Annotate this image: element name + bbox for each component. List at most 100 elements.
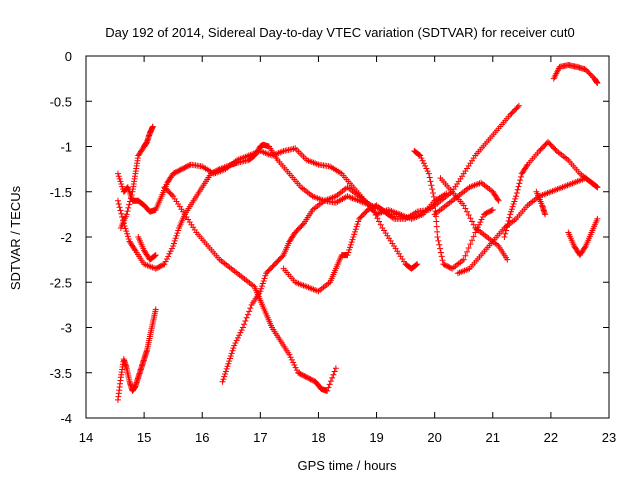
data-point bbox=[293, 367, 300, 374]
data-point bbox=[511, 198, 518, 205]
data-point bbox=[423, 165, 430, 172]
series-arc15 bbox=[135, 234, 159, 263]
data-point bbox=[515, 183, 522, 190]
x-tick-labels: 14 15 16 17 18 19 20 21 22 23 bbox=[79, 430, 616, 445]
data-point bbox=[331, 368, 338, 375]
data-point bbox=[371, 208, 378, 215]
data-point bbox=[430, 190, 437, 197]
data-point bbox=[170, 243, 177, 250]
data-point bbox=[126, 201, 133, 208]
data-point bbox=[123, 228, 130, 235]
data-point bbox=[422, 162, 429, 169]
data-point bbox=[416, 151, 423, 158]
data-point bbox=[348, 239, 355, 246]
x-tick-label: 14 bbox=[79, 430, 93, 445]
data-point bbox=[344, 252, 351, 259]
data-point bbox=[439, 257, 446, 264]
data-point bbox=[128, 191, 135, 198]
data-point bbox=[118, 180, 125, 187]
data-point bbox=[127, 195, 134, 202]
data-point bbox=[231, 342, 238, 349]
data-point bbox=[118, 210, 125, 217]
series-arc14 bbox=[117, 123, 156, 231]
series-arc16 bbox=[114, 306, 159, 403]
data-point bbox=[478, 216, 485, 223]
data-point bbox=[436, 241, 443, 248]
series-arc9 bbox=[454, 175, 601, 277]
data-point bbox=[172, 235, 179, 242]
data-point bbox=[170, 240, 177, 247]
data-point bbox=[261, 275, 268, 282]
data-point bbox=[299, 221, 306, 228]
data-point bbox=[222, 368, 229, 375]
data-point bbox=[326, 381, 333, 388]
data-point bbox=[430, 193, 437, 200]
data-point bbox=[123, 211, 130, 218]
x-tick-label: 16 bbox=[195, 430, 209, 445]
data-point bbox=[325, 384, 332, 391]
data-point bbox=[396, 211, 403, 218]
axis-ticks bbox=[85, 55, 610, 419]
series-arc7 bbox=[437, 175, 511, 263]
series-arc10 bbox=[501, 138, 601, 240]
series-arc5 bbox=[280, 202, 403, 295]
data-point bbox=[489, 206, 496, 213]
data-point bbox=[438, 253, 445, 260]
data-point bbox=[372, 202, 379, 209]
data-point bbox=[330, 371, 337, 378]
data-point bbox=[434, 228, 441, 235]
x-tick-label: 20 bbox=[427, 430, 441, 445]
data-point bbox=[494, 196, 501, 203]
data-point bbox=[552, 146, 559, 153]
data-point bbox=[230, 345, 237, 352]
data-point bbox=[434, 234, 441, 240]
data-point bbox=[347, 241, 354, 248]
y-tick-label: -4 bbox=[60, 411, 72, 426]
data-point bbox=[413, 261, 420, 268]
data-point bbox=[166, 250, 173, 257]
data-point bbox=[246, 308, 253, 315]
data-point bbox=[291, 361, 298, 368]
data-point bbox=[352, 226, 359, 233]
data-point bbox=[227, 352, 234, 359]
data-point bbox=[424, 168, 431, 175]
data-point bbox=[243, 314, 250, 321]
data-point bbox=[507, 211, 514, 218]
data-point bbox=[429, 186, 436, 193]
data-point bbox=[462, 252, 469, 259]
data-marks bbox=[114, 62, 601, 403]
data-point bbox=[242, 318, 249, 325]
data-point bbox=[374, 215, 381, 222]
x-tick-label: 21 bbox=[486, 430, 500, 445]
data-point bbox=[124, 233, 131, 240]
series-arc8 bbox=[431, 179, 502, 218]
data-point bbox=[149, 123, 156, 130]
data-point bbox=[126, 198, 133, 205]
data-point bbox=[131, 246, 138, 253]
x-tick-label: 15 bbox=[137, 430, 151, 445]
data-point bbox=[513, 190, 520, 197]
data-point bbox=[470, 233, 477, 240]
data-point bbox=[224, 363, 231, 370]
data-point bbox=[503, 224, 510, 231]
data-point bbox=[351, 228, 358, 235]
data-point bbox=[460, 202, 467, 209]
data-point bbox=[594, 215, 601, 222]
data-point bbox=[115, 201, 122, 208]
data-point bbox=[324, 387, 331, 394]
data-point bbox=[124, 230, 131, 237]
data-point bbox=[244, 311, 251, 318]
data-point bbox=[238, 327, 245, 334]
series-arc12 bbox=[565, 215, 601, 259]
data-point bbox=[477, 219, 484, 226]
data-point bbox=[465, 212, 472, 219]
data-point bbox=[506, 214, 513, 221]
data-point bbox=[502, 230, 509, 237]
data-point bbox=[376, 218, 383, 225]
data-point bbox=[425, 170, 432, 177]
data-point bbox=[239, 324, 246, 331]
data-point bbox=[262, 272, 269, 279]
y-tick-label: -2.5 bbox=[50, 275, 72, 290]
data-point bbox=[287, 354, 294, 361]
